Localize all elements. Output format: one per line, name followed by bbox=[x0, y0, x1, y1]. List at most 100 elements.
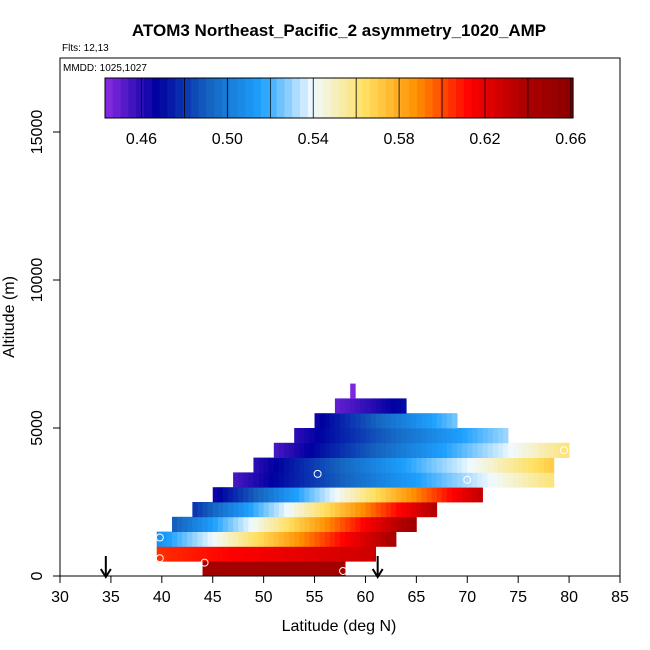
heatmap-cell bbox=[375, 487, 382, 503]
colorbar-tick-label: 0.46 bbox=[126, 131, 157, 148]
colorbar-swatch bbox=[245, 78, 254, 118]
heatmap-cell bbox=[375, 428, 382, 444]
heatmap-cell bbox=[340, 502, 346, 518]
heatmap-cell bbox=[238, 487, 244, 503]
heatmap-cell bbox=[401, 442, 407, 458]
heatmap-cell bbox=[329, 502, 336, 518]
y-axis-label: Altitude (m) bbox=[1, 276, 18, 358]
colorbar-swatch bbox=[307, 78, 317, 118]
flight-circle-marker bbox=[155, 533, 164, 542]
colorbar-swatch bbox=[315, 78, 324, 118]
colorbar-swatch bbox=[292, 78, 301, 118]
heatmap-cell bbox=[258, 472, 265, 488]
heatmap-cell bbox=[294, 546, 300, 562]
heatmap-cell bbox=[345, 546, 351, 562]
heatmap-cell bbox=[492, 472, 499, 488]
heatmap-cell bbox=[278, 531, 285, 547]
heatmap-cell bbox=[324, 413, 331, 429]
colorbar: 0.46 0.50 0.54 0.58 0.62 0.66 bbox=[104, 77, 587, 148]
heatmap-cell bbox=[324, 457, 331, 473]
heatmap-cell bbox=[268, 487, 275, 503]
heatmap-cell bbox=[309, 531, 315, 547]
heatmap-cell bbox=[355, 502, 361, 518]
heatmap-cell bbox=[263, 487, 270, 503]
heatmap-cell bbox=[217, 502, 224, 518]
heatmap-cell bbox=[360, 531, 366, 547]
heatmap-cell bbox=[334, 516, 341, 532]
heatmap-cell bbox=[278, 561, 285, 577]
heatmap-cell bbox=[329, 457, 336, 473]
heatmap-cell bbox=[548, 442, 555, 458]
colorbar-swatch bbox=[214, 78, 223, 118]
heatmap-cell bbox=[355, 472, 361, 488]
heatmap-cell bbox=[426, 457, 433, 473]
colorbar-swatch bbox=[502, 78, 512, 118]
heatmap-cell bbox=[319, 457, 326, 473]
colorbar-swatch bbox=[237, 78, 246, 118]
heatmap-cell bbox=[421, 413, 427, 429]
colorbar-swatch bbox=[518, 78, 527, 118]
heatmap-cell bbox=[268, 502, 275, 518]
heatmap-cell bbox=[431, 442, 438, 458]
heatmap-cell bbox=[294, 428, 300, 444]
heatmap-cell bbox=[334, 546, 341, 562]
heatmap-cell bbox=[273, 502, 280, 518]
heatmap-cell bbox=[421, 428, 427, 444]
heatmap-cell bbox=[487, 472, 494, 488]
heatmap-cell bbox=[273, 531, 280, 547]
heatmap-cell bbox=[375, 457, 382, 473]
heatmap-cell bbox=[248, 487, 254, 503]
flight-circle-marker bbox=[560, 446, 568, 455]
heatmap-cell bbox=[289, 442, 295, 458]
heatmap-cell bbox=[365, 472, 371, 488]
heatmap-cell bbox=[304, 472, 310, 488]
heatmap-cell bbox=[258, 502, 265, 518]
heatmap-cell bbox=[406, 472, 412, 488]
heatmap-cell bbox=[222, 546, 229, 562]
colorbar-swatch bbox=[120, 78, 129, 118]
heatmap-cell bbox=[253, 487, 259, 503]
flight-circle-marker bbox=[313, 469, 322, 478]
colorbar-swatch bbox=[463, 78, 473, 118]
heatmap-cell bbox=[284, 487, 290, 503]
heatmap-cell bbox=[406, 487, 412, 503]
colorbar-swatch bbox=[385, 78, 395, 118]
heatmap-cell bbox=[212, 531, 219, 547]
heatmap-cell bbox=[243, 487, 249, 503]
heatmap-cell bbox=[217, 516, 224, 532]
heatmap-cell bbox=[513, 457, 519, 473]
heatmap-cell bbox=[441, 428, 448, 444]
heatmap-cell bbox=[329, 413, 336, 429]
heatmap-cell bbox=[401, 457, 407, 473]
heatmap-cell bbox=[289, 531, 295, 547]
heatmap-cell bbox=[309, 428, 315, 444]
colorbar-swatch bbox=[175, 78, 184, 118]
flights-note: Flts: 12,13 bbox=[62, 43, 109, 54]
heatmap-cell bbox=[350, 516, 356, 532]
heatmap-cell bbox=[319, 472, 326, 488]
heatmap-cell bbox=[263, 516, 270, 532]
heatmap-cell bbox=[436, 442, 443, 458]
heatmap-cell bbox=[324, 516, 331, 532]
heatmap-cell bbox=[462, 457, 468, 473]
heatmap-cell bbox=[441, 487, 448, 503]
heatmap-cell bbox=[355, 546, 361, 562]
colorbar-swatch bbox=[105, 78, 114, 118]
heatmap-cell bbox=[360, 546, 366, 562]
heatmap-cell bbox=[482, 442, 489, 458]
heatmap-cell bbox=[426, 487, 433, 503]
colorbar-swatch bbox=[346, 78, 356, 118]
heatmap-cell bbox=[375, 398, 382, 414]
heatmap-cell bbox=[431, 487, 438, 503]
heatmap-cell bbox=[304, 546, 310, 562]
heatmap-cell bbox=[334, 413, 341, 429]
heatmap-cell bbox=[365, 413, 371, 429]
heatmap-cell bbox=[528, 442, 534, 458]
heatmap-cell bbox=[350, 398, 356, 414]
heatmap-cell bbox=[452, 472, 458, 488]
heatmap-cell bbox=[421, 472, 427, 488]
heatmap-cell bbox=[411, 516, 417, 532]
heatmap-cell bbox=[228, 516, 234, 532]
heatmap-cell bbox=[543, 442, 550, 458]
colorbar-tick-label: 0.50 bbox=[212, 131, 243, 148]
